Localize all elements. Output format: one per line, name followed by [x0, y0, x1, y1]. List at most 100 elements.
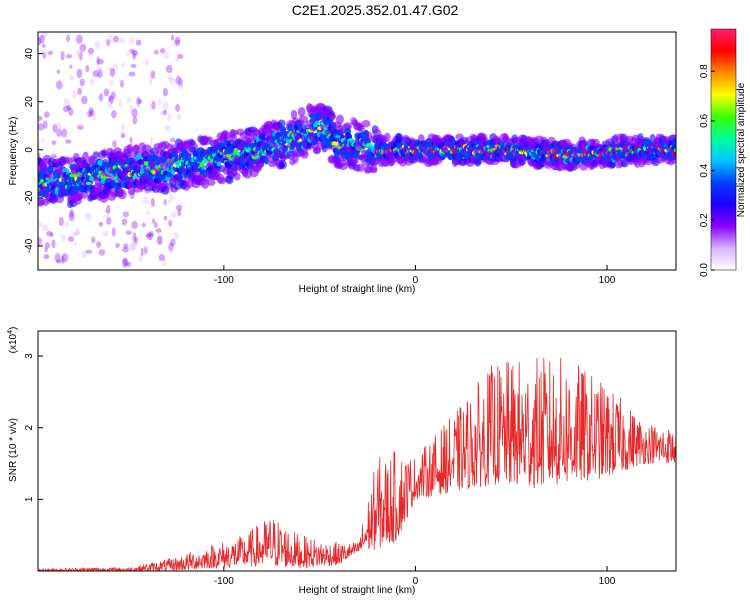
heatmap-cell [107, 98, 114, 105]
heatmap-cell [64, 139, 72, 144]
heatmap-cell [670, 155, 676, 164]
heatmap-cell [162, 101, 169, 111]
heatmap-cell [155, 228, 162, 233]
heatmap-cell [142, 196, 149, 204]
heatmap-cell [332, 141, 339, 146]
heatmap-cell [169, 137, 176, 143]
snr-panel: -100 0 100 1 2 3 Height of straight line (km)… [7, 327, 677, 596]
heatmap-cell [63, 98, 70, 107]
heatmap-cell [201, 179, 210, 189]
heatmap-cell [157, 98, 162, 106]
heatmap-cell [120, 123, 126, 130]
heatmap-cell [128, 37, 135, 44]
heatmap-cell [104, 209, 111, 214]
heatmap-cell [112, 140, 117, 148]
heatmap-cell [130, 64, 137, 69]
snr-x-axis-title: Height of straight line (km) [299, 585, 416, 596]
heatmap-cell [76, 48, 83, 58]
heatmap-cell [42, 120, 48, 130]
snr-x-tick-label: 0 [413, 576, 419, 587]
heatmap-cell [102, 231, 109, 237]
heatmap-cell [38, 115, 43, 122]
heatmap-cell [91, 236, 96, 244]
heatmap-cell [281, 146, 288, 153]
heatmap-cell [129, 48, 136, 54]
heatmap-cell [177, 53, 184, 59]
heatmap-cell [162, 87, 168, 97]
heatmap-cell [122, 246, 129, 253]
heatmap-cell [131, 50, 139, 56]
heatmap-cell [89, 78, 95, 86]
heatmap-cell [132, 232, 137, 243]
snr-frame [37, 330, 677, 572]
heatmap-cell [41, 48, 45, 55]
heatmap-cell [279, 159, 287, 170]
heatmap-cell [122, 257, 129, 266]
heatmap-cell [146, 232, 153, 241]
heatmap-cell [309, 112, 316, 119]
heatmap-cell [117, 189, 127, 200]
heatmap-cell [50, 232, 54, 238]
heatmap-cell [56, 259, 62, 264]
heatmap-cell [61, 255, 65, 264]
heatmap-cell [56, 69, 61, 74]
heatmap-cell [159, 48, 166, 54]
spectrogram-x-tick-label: 100 [599, 275, 616, 286]
heatmap-cell [69, 64, 73, 69]
heatmap-cell [66, 104, 71, 111]
heatmap-cell [370, 164, 378, 173]
heatmap-cell [78, 50, 83, 61]
heatmap-cell [131, 241, 137, 251]
heatmap-cell [169, 78, 176, 84]
heatmap-cell [156, 236, 162, 246]
heatmap-cell [121, 256, 127, 263]
heatmap-cell [370, 145, 375, 149]
heatmap-cell [107, 103, 113, 109]
heatmap-cell [61, 253, 69, 263]
heatmap-cell [75, 34, 83, 44]
heatmap-cell [126, 97, 133, 104]
heatmap-cell [108, 34, 113, 43]
heatmap-cell [134, 236, 138, 245]
heatmap-cell [87, 110, 93, 118]
heatmap-cell [163, 198, 167, 206]
spectrogram-x-tick-label: -100 [214, 275, 234, 286]
heatmap-cell [179, 84, 184, 90]
colorbar-tick-label: 0.8 [699, 64, 710, 78]
heatmap-cell [43, 111, 50, 118]
heatmap-cell [38, 123, 44, 131]
heatmap-cell [98, 221, 104, 227]
heatmap-cell [164, 68, 170, 74]
heatmap-cell [51, 239, 56, 249]
heatmap-cell [263, 156, 269, 165]
heatmap-cell [85, 65, 90, 73]
heatmap-cell [177, 78, 183, 87]
heatmap-cell [111, 227, 116, 237]
heatmap-cell [128, 242, 136, 252]
heatmap-cell [300, 150, 309, 159]
heatmap-cell [135, 39, 142, 46]
heatmap-cell [94, 40, 101, 49]
heatmap-cell [125, 230, 132, 235]
heatmap-cell [87, 47, 95, 55]
heatmap-cell [384, 132, 391, 143]
heatmap-cell [81, 250, 87, 259]
heatmap-cell [177, 208, 182, 217]
heatmap-cell [164, 124, 171, 132]
heatmap-cell [314, 120, 320, 125]
heatmap-cell [120, 133, 126, 139]
heatmap-cell [62, 105, 70, 113]
heatmap-cell [163, 215, 168, 221]
heatmap-cell [173, 232, 179, 241]
heatmap-cell [148, 78, 153, 86]
heatmap-cell [346, 133, 353, 140]
heatmap-cell [149, 136, 153, 146]
heatmap-cell [126, 143, 134, 154]
heatmap-cell [168, 219, 173, 227]
heatmap-cell [175, 204, 183, 211]
heatmap-cell [51, 154, 57, 159]
heatmap-cell [54, 123, 62, 132]
heatmap-cell [106, 216, 112, 225]
heatmap-cell [102, 214, 109, 219]
heatmap-cell [673, 148, 676, 153]
